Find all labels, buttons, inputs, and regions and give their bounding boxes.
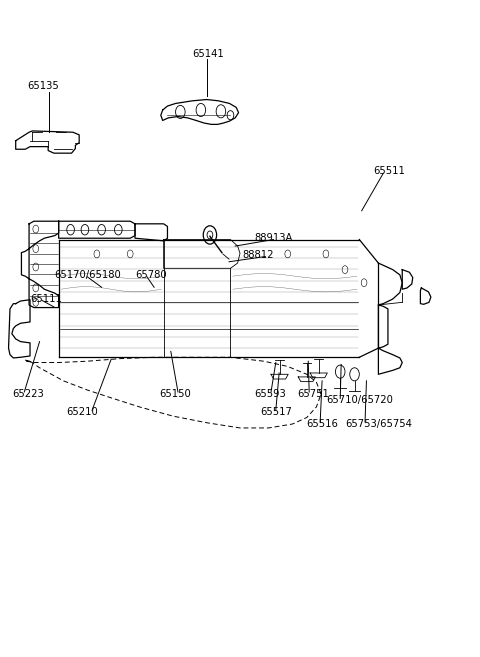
Text: 65516: 65516 — [306, 419, 338, 429]
Text: 65141: 65141 — [192, 49, 224, 58]
Text: 65150: 65150 — [159, 389, 191, 399]
Text: 65135: 65135 — [28, 81, 60, 91]
Text: 88812: 88812 — [242, 250, 274, 260]
Text: 65593: 65593 — [254, 389, 286, 399]
Text: 65753/65754: 65753/65754 — [345, 419, 412, 429]
Text: 65170/65180: 65170/65180 — [54, 270, 120, 280]
Text: 65710/65720: 65710/65720 — [326, 396, 393, 405]
Text: 65751: 65751 — [297, 389, 329, 399]
Text: 65780: 65780 — [135, 270, 167, 280]
Text: 88913A: 88913A — [254, 233, 293, 243]
Text: 65223: 65223 — [12, 389, 44, 399]
Text: 65517: 65517 — [261, 407, 292, 417]
Text: 65111: 65111 — [30, 294, 62, 304]
Text: 65511: 65511 — [373, 166, 406, 177]
Text: 65210: 65210 — [66, 407, 97, 417]
